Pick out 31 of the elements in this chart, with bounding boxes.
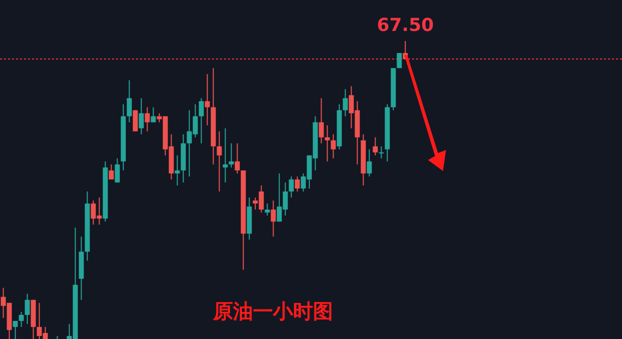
candlestick — [234, 142, 240, 174]
candlestick — [270, 200, 276, 238]
candlestick — [198, 98, 204, 144]
candlestick — [174, 154, 180, 186]
candlestick — [288, 176, 294, 198]
candlestick — [108, 164, 114, 180]
candlestick — [150, 106, 156, 123]
candlestick — [216, 130, 222, 192]
candlestick — [114, 158, 120, 183]
candlestick — [126, 80, 132, 123]
candlestick — [396, 52, 402, 69]
candlestick — [12, 320, 18, 339]
candlestick — [132, 110, 138, 132]
candlestick — [18, 311, 24, 328]
candlestick — [24, 293, 30, 324]
candlestick — [324, 124, 330, 162]
candlestick — [318, 98, 324, 144]
candlestick — [294, 176, 300, 192]
candlestick — [204, 74, 210, 126]
candlestick — [378, 146, 384, 159]
candlestick — [222, 128, 228, 183]
annotation: 原油一小时图 — [212, 299, 333, 323]
candlestick — [228, 142, 234, 168]
candlestick — [330, 134, 336, 159]
candlestick — [138, 98, 144, 135]
candlestick — [366, 148, 372, 177]
candlestick — [372, 136, 378, 156]
candlestick — [264, 203, 270, 216]
text: 67.50 — [376, 15, 434, 36]
candlestick — [342, 88, 348, 117]
candlestick — [144, 106, 150, 132]
